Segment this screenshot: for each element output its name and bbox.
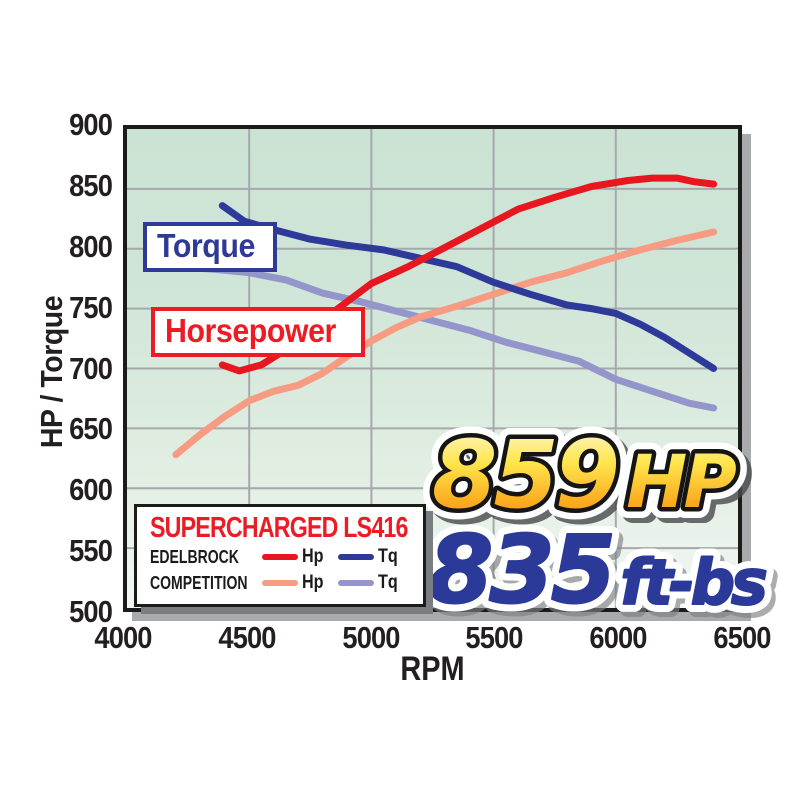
series-edelbrock-tq (218, 202, 718, 372)
torque-series-label-text: Torque (157, 227, 255, 264)
y-tick-label: 750 (69, 289, 113, 325)
legend-line-swatch (262, 554, 298, 560)
y-tick-label: 600 (69, 472, 113, 508)
legend-entry-label: Tq (377, 572, 398, 593)
y-tick-label: 550 (69, 533, 113, 569)
legend-line-swatch (337, 580, 374, 586)
x-tick-label: 5000 (342, 620, 400, 655)
series-competition-hp (172, 228, 718, 459)
legend-entry-label: Hp (302, 572, 324, 593)
legend-row: EDELBROCK Hp Tq (150, 544, 413, 570)
legend: SUPERCHARGED LS416 EDELBROCK Hp Tq COMPETIT… (134, 504, 426, 607)
y-tick-label: 800 (69, 228, 113, 264)
y-tick-label: 650 (69, 411, 113, 447)
legend-entry-label: Tq (377, 546, 398, 567)
chart-curves (127, 129, 738, 608)
torque-series-label: Torque (143, 222, 278, 272)
x-axis-title: RPM (400, 650, 465, 688)
x-tick-label: 6000 (589, 620, 648, 655)
y-tick-label: 700 (69, 350, 113, 386)
legend-series-name: EDELBROCK (150, 546, 239, 567)
legend-title: SUPERCHARGED LS416 (150, 512, 408, 544)
y-tick-label: 500 (69, 594, 113, 629)
horsepower-series-label: Horsepower (151, 307, 365, 357)
series-competition-tq (172, 263, 718, 412)
legend-rows: EDELBROCK Hp Tq COMPETITION Hp Tq (150, 544, 413, 596)
legend-line-swatch (262, 580, 298, 586)
x-tick-label: 4000 (94, 620, 152, 655)
y-tick-label: 850 (69, 167, 113, 203)
horsepower-series-label-text: Horsepower (165, 312, 336, 349)
x-tick-label: 6500 (713, 620, 771, 655)
legend-series-name: COMPETITION (150, 572, 248, 593)
y-tick-label: 900 (69, 107, 113, 142)
x-tick-label: 5500 (465, 620, 524, 655)
x-tick-label: 4500 (218, 620, 276, 655)
legend-entry-label: Hp (302, 546, 324, 567)
legend-line-swatch (337, 554, 374, 560)
legend-row: COMPETITION Hp Tq (150, 570, 413, 596)
